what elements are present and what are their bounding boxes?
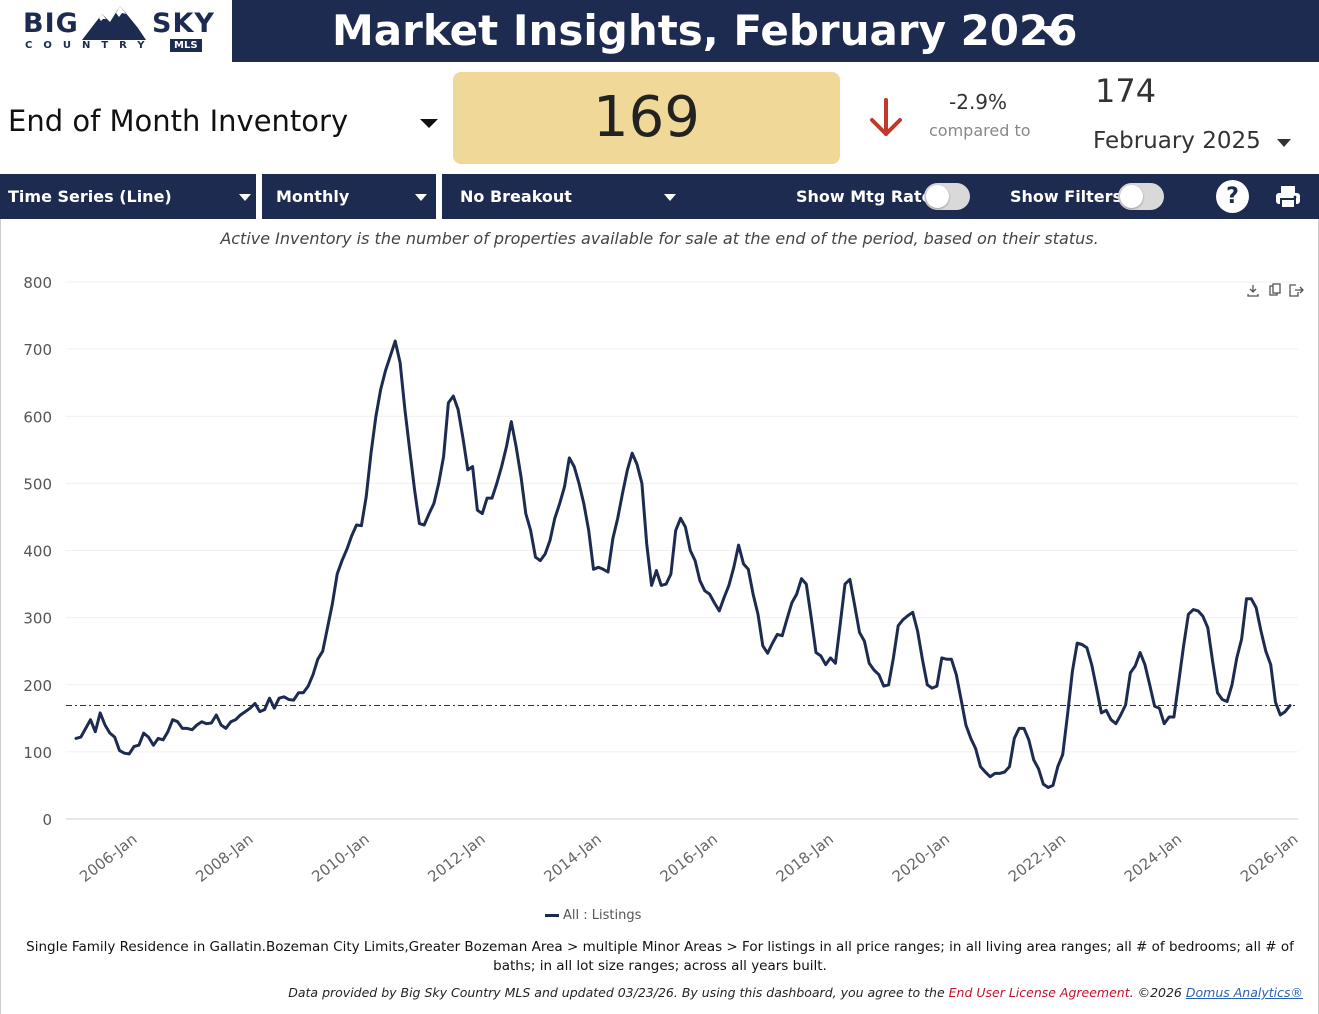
prior-period-dropdown-icon[interactable] <box>1277 139 1291 147</box>
legend-label: All : Listings <box>563 908 642 923</box>
title-bar: Market Insights, February 2026 <box>232 0 1319 62</box>
header: BIG SKY COUNTRY MLS Market Insights, Feb… <box>0 0 1319 62</box>
y-tick-label: 600 <box>23 408 52 426</box>
x-tick-label: 2016-Jan <box>657 830 721 886</box>
x-tick-label: 2006-Jan <box>76 830 140 886</box>
y-tick-label: 200 <box>23 677 52 695</box>
logo-country-text: COUNTRY <box>25 40 156 51</box>
show-filters-label: Show Filters: <box>1010 187 1129 206</box>
filters-toggle[interactable] <box>1118 183 1164 210</box>
x-tick-label: 2020-Jan <box>889 830 953 886</box>
y-tick-label: 300 <box>23 610 52 628</box>
x-tick-label: 2022-Jan <box>1005 830 1069 886</box>
eula-link[interactable]: End User License Agreement <box>948 985 1130 1000</box>
toolbar: Time Series (Line) Monthly No Breakout S… <box>0 174 1319 219</box>
x-tick-label: 2018-Jan <box>773 830 837 886</box>
y-tick-label: 700 <box>23 341 52 359</box>
filters-summary: Single Family Residence in Gallatin.Boze… <box>26 939 1294 974</box>
title-dropdown-icon[interactable] <box>1039 26 1069 40</box>
logo: BIG SKY COUNTRY MLS <box>0 0 232 62</box>
breakout-select[interactable]: No Breakout <box>460 187 572 206</box>
frequency-select[interactable]: Monthly <box>276 187 350 206</box>
kpi-value: 169 <box>593 85 700 150</box>
frequency-dropdown-icon[interactable] <box>415 194 427 201</box>
change-percent: -2.9% <box>949 90 1008 114</box>
x-tick-label: 2010-Jan <box>308 830 372 886</box>
legend-swatch <box>545 914 559 917</box>
compared-to-label: compared to <box>929 121 1031 140</box>
y-tick-label: 400 <box>23 543 52 561</box>
download-icon[interactable] <box>1247 285 1259 297</box>
show-mtg-rate-label: Show Mtg Rate: <box>796 187 939 206</box>
x-tick-label: 2014-Jan <box>541 830 605 886</box>
inventory-line-chart: 800 700 600 500 400 300 200 100 0 2006-Jan 2008-J… <box>23 274 1301 886</box>
metric-description: Active Inventory is the number of proper… <box>220 229 1099 248</box>
chart-type-select[interactable]: Time Series (Line) <box>8 187 172 206</box>
down-arrow-icon <box>870 98 902 136</box>
x-tick-label: 2026-Jan <box>1237 830 1301 886</box>
toolbar-divider <box>256 174 262 219</box>
x-tick-label: 2008-Jan <box>192 830 256 886</box>
toolbar-divider <box>436 174 442 219</box>
kpi-card: 169 <box>453 72 840 164</box>
footer: Data provided by Big Sky Country MLS and… <box>0 985 1303 1000</box>
footer-text: Data provided by Big Sky Country MLS and… <box>288 985 945 1000</box>
copy-icon[interactable] <box>1269 283 1281 296</box>
copyright-text: . ©2026 <box>1129 985 1182 1000</box>
y-tick-label: 100 <box>23 744 52 762</box>
y-tick-label: 500 <box>23 475 52 493</box>
print-icon[interactable] <box>1275 184 1301 210</box>
chart-legend[interactable]: All : Listings <box>545 908 641 923</box>
metric-dropdown-icon[interactable] <box>420 119 438 128</box>
mountain-logo-icon <box>82 6 146 40</box>
logo-big-text: BIG <box>23 8 79 39</box>
toggle-knob <box>1120 185 1143 208</box>
x-tick-label: 2024-Jan <box>1121 830 1185 886</box>
logo-sky-text: SKY <box>152 8 215 39</box>
prior-period-value: 174 <box>1095 72 1157 110</box>
y-tick-label: 800 <box>23 274 52 292</box>
x-tick-label: 2012-Jan <box>424 830 488 886</box>
mtg-rate-toggle[interactable] <box>924 183 970 210</box>
export-icons <box>1247 283 1304 297</box>
chart-type-dropdown-icon[interactable] <box>239 194 251 201</box>
toggle-knob <box>926 185 949 208</box>
logo-mls-badge: MLS <box>170 39 202 52</box>
help-button[interactable]: ? <box>1216 180 1249 213</box>
prior-period-select[interactable]: February 2025 <box>1093 128 1261 154</box>
page-title: Market Insights, February 2026 <box>332 6 1078 55</box>
y-tick-label: 0 <box>42 811 52 829</box>
export-icon[interactable] <box>1289 284 1304 297</box>
metric-select[interactable]: End of Month Inventory <box>8 104 349 138</box>
domus-analytics-link[interactable]: Domus Analytics® <box>1185 985 1303 1000</box>
breakout-dropdown-icon[interactable] <box>664 194 676 201</box>
series-line-all-listings <box>74 339 1292 789</box>
